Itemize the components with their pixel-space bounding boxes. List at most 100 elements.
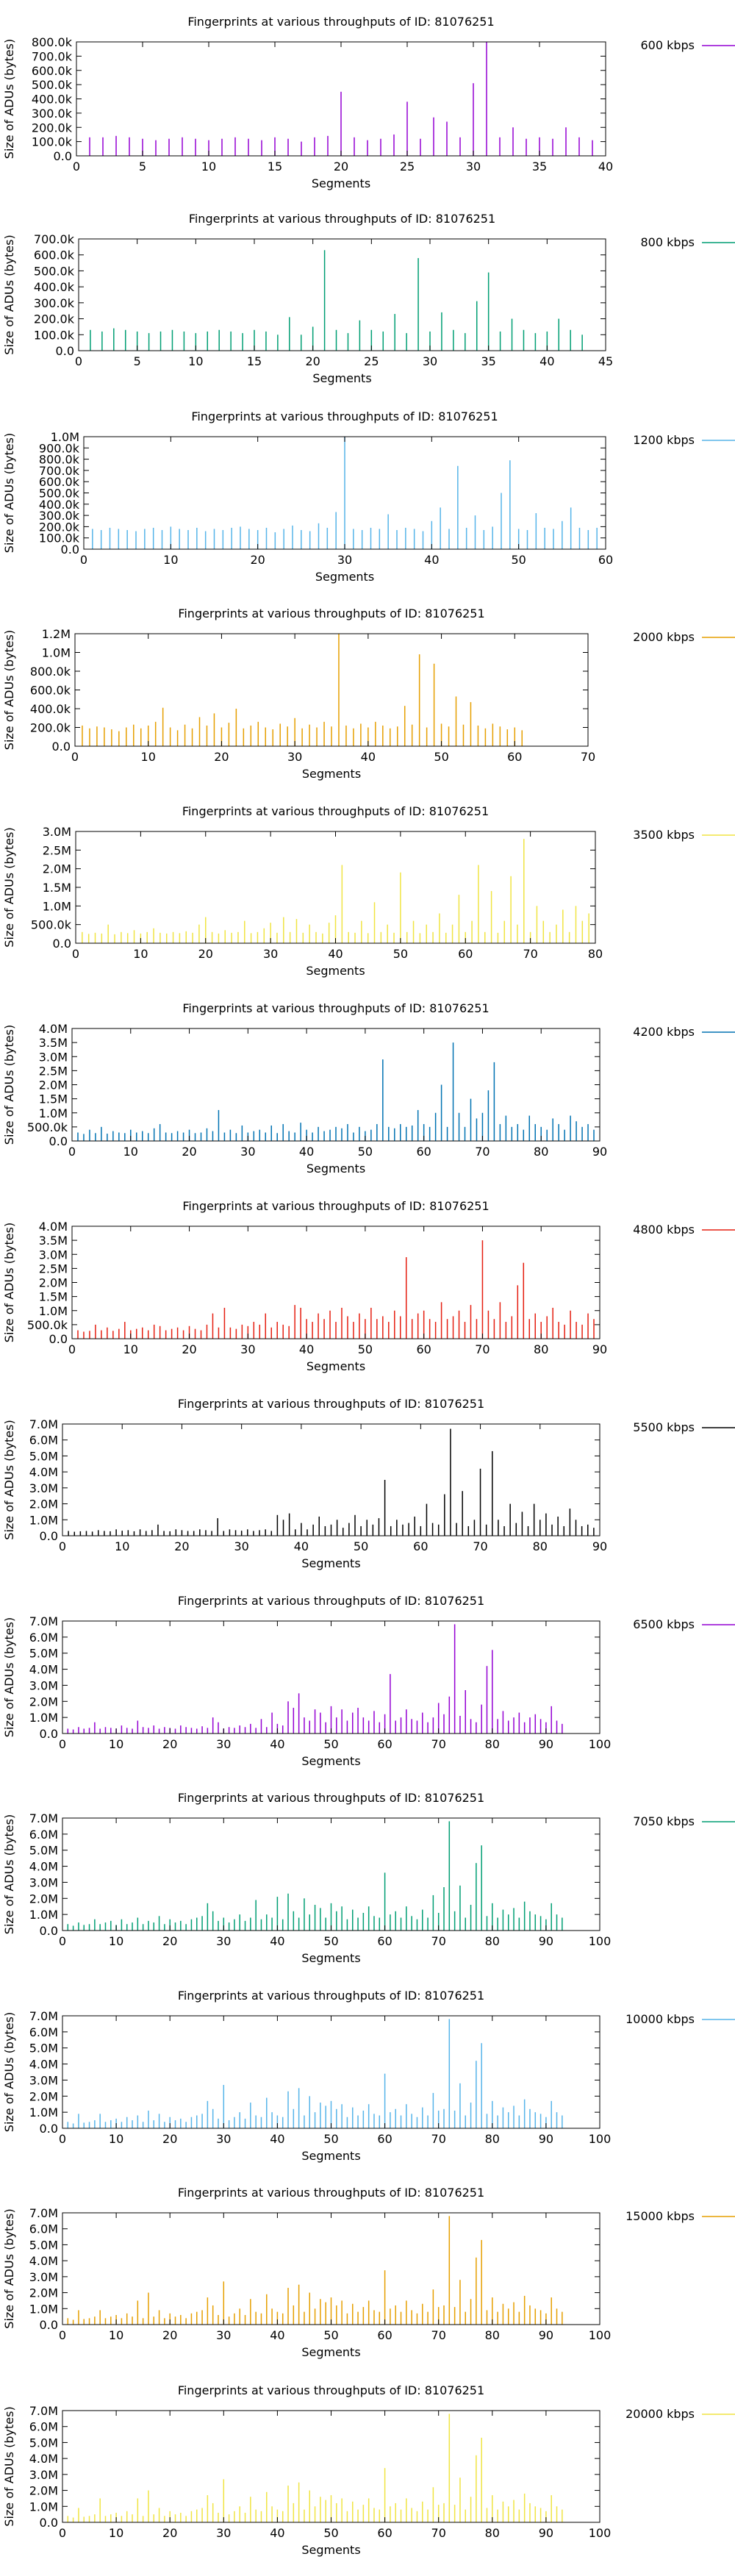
y-tick-label: 400.0k: [32, 93, 73, 107]
y-tick-label: 4.0M: [39, 1220, 68, 1234]
x-tick-label: 0: [68, 1145, 76, 1159]
y-tick-label: 600.0k: [32, 64, 73, 78]
x-tick-label: 25: [400, 160, 415, 173]
x-tick-label: 30: [234, 1539, 248, 1553]
y-tick-label: 3.0M: [29, 2073, 58, 2087]
y-tick-label: 2.0M: [29, 2089, 58, 2103]
x-tick-label: 80: [485, 2132, 500, 2146]
x-tick-label: 10: [141, 750, 156, 764]
x-tick-label: 70: [581, 750, 595, 764]
x-tick-label: 30: [240, 1145, 255, 1159]
y-tick-label: 2.0M: [39, 1276, 68, 1290]
x-tick-label: 60: [377, 2328, 392, 2342]
y-tick-label: 0.0: [53, 937, 71, 951]
x-tick-label: 30: [423, 354, 437, 368]
legend: 20000 kbps: [625, 2407, 735, 2421]
x-tick-label: 25: [364, 354, 379, 368]
x-tick-label: 10: [163, 553, 178, 567]
legend-label: 20000 kbps: [625, 2407, 695, 2421]
x-tick-label: 80: [534, 1342, 548, 1356]
x-tick-label: 0: [68, 1342, 76, 1356]
legend: 5500 kbps: [633, 1420, 735, 1434]
x-tick-label: 20: [250, 553, 265, 567]
y-tick-label: 0.0: [49, 1332, 68, 1346]
x-tick-label: 30: [240, 1342, 255, 1356]
x-tick-label: 10: [109, 1934, 123, 1948]
x-tick-label: 50: [434, 750, 448, 764]
x-tick-label: 50: [511, 553, 526, 567]
chart-title: Fingerprints at various throughputs of I…: [178, 1989, 484, 2003]
y-tick-label: 600.0k: [34, 248, 75, 262]
plot-frame: [71, 1028, 600, 1142]
x-tick-label: 100: [589, 1737, 612, 1751]
y-tick-label: 400.0k: [39, 498, 80, 512]
y-tick-label: 2.0M: [29, 1498, 58, 1511]
y-tick-label: 5.0M: [29, 2042, 58, 2056]
x-tick-label: 60: [377, 2526, 392, 2540]
x-tick-label: 80: [485, 2328, 500, 2342]
y-tick-label: 4.0M: [29, 1465, 58, 1479]
x-tick-label: 100: [589, 2328, 612, 2342]
chart-title: Fingerprints at various throughputs of I…: [178, 1594, 484, 1608]
legend-label: 6500 kbps: [633, 1617, 695, 1631]
x-tick-label: 70: [431, 1934, 446, 1948]
x-tick-label: 40: [270, 1934, 284, 1948]
chart-title: Fingerprints at various throughputs of I…: [191, 409, 498, 423]
x-tick-label: 100: [589, 2526, 612, 2540]
x-tick-label: 50: [323, 1934, 338, 1948]
chart-panel-3: Fingerprints at various throughputs of I…: [2, 409, 735, 584]
chart-title: Fingerprints at various throughputs of I…: [178, 1397, 484, 1411]
y-axis-label: Size of ADUs (bytes): [2, 2208, 16, 2328]
y-tick-label: 200.0k: [30, 721, 71, 735]
x-tick-label: 40: [270, 2328, 284, 2342]
x-axis-label: Segments: [306, 1162, 365, 1176]
x-tick-label: 70: [431, 1737, 446, 1751]
x-tick-label: 0: [72, 947, 79, 961]
y-tick-label: 500.0k: [27, 1120, 68, 1134]
x-axis-label: Segments: [301, 1556, 360, 1570]
legend: 4200 kbps: [633, 1025, 735, 1039]
y-tick-label: 1.0M: [29, 2500, 58, 2514]
chart-panel-4: Fingerprints at various throughputs of I…: [2, 607, 735, 781]
bar-series: [67, 2414, 563, 2522]
x-tick-label: 40: [299, 1145, 314, 1159]
y-tick-label: 600.0k: [30, 684, 71, 698]
y-tick-label: 200.0k: [34, 312, 75, 326]
x-tick-label: 10: [201, 160, 216, 173]
y-axis-label: Size of ADUs (bytes): [2, 235, 16, 354]
chart-panel-12: Fingerprints at various throughputs of I…: [2, 2186, 735, 2359]
y-tick-label: 3.0M: [39, 1248, 68, 1262]
legend-label: 2000 kbps: [633, 630, 695, 644]
y-tick-label: 6.0M: [29, 2222, 58, 2236]
y-axis-label: Size of ADUs (bytes): [2, 1025, 16, 1145]
x-tick-label: 40: [361, 750, 376, 764]
x-tick-label: 0: [59, 1934, 66, 1948]
chart-panel-1: Fingerprints at various throughputs of I…: [2, 15, 735, 190]
x-tick-label: 35: [481, 354, 495, 368]
legend: 15000 kbps: [625, 2209, 735, 2223]
bar-series: [77, 1240, 595, 1339]
y-tick-label: 0.0: [40, 1727, 58, 1741]
x-tick-label: 90: [539, 1934, 553, 1948]
x-axis-label: Segments: [301, 2345, 360, 2359]
y-tick-label: 900.0k: [39, 441, 80, 455]
y-tick-label: 3.0M: [29, 1875, 58, 1889]
x-axis-label: Segments: [301, 2149, 360, 2163]
y-tick-label: 7.0M: [29, 1417, 58, 1431]
y-tick-label: 7.0M: [29, 2009, 58, 2023]
x-tick-label: 10: [188, 354, 203, 368]
y-tick-label: 1.2M: [42, 627, 71, 641]
x-tick-label: 40: [328, 947, 343, 961]
y-tick-label: 6.0M: [29, 2025, 58, 2039]
bar-series: [92, 437, 598, 549]
legend: 4800 kbps: [633, 1223, 735, 1237]
y-tick-label: 4.0M: [29, 2452, 58, 2466]
x-tick-label: 10: [115, 1539, 129, 1553]
x-tick-label: 30: [216, 1934, 231, 1948]
y-tick-label: 1.5M: [43, 881, 71, 895]
x-tick-label: 40: [424, 553, 439, 567]
x-axis-label: Segments: [306, 964, 365, 978]
x-tick-label: 10: [109, 2526, 123, 2540]
y-tick-label: 3.0M: [29, 1481, 58, 1495]
chart-title: Fingerprints at various throughputs of I…: [187, 15, 494, 29]
